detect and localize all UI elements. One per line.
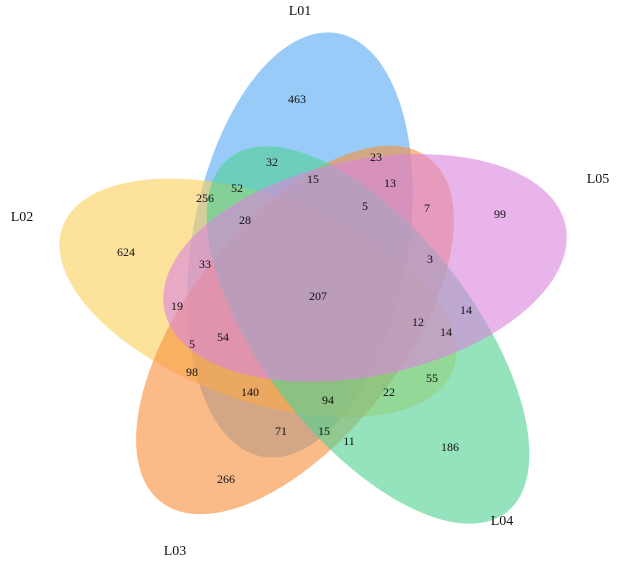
set-label: L02	[11, 210, 34, 225]
region-count: 14	[440, 325, 452, 339]
set-label: L03	[164, 544, 187, 559]
region-count: 207	[309, 289, 327, 303]
region-count: 15	[307, 172, 319, 186]
region-count: 11	[343, 434, 355, 448]
region-count: 7	[424, 201, 430, 215]
region-count: 624	[117, 245, 135, 259]
region-count: 94	[322, 393, 334, 407]
region-count: 13	[384, 176, 396, 190]
region-count: 15	[318, 424, 330, 438]
region-count: 71	[275, 424, 287, 438]
region-count: 140	[241, 385, 259, 399]
region-count: 99	[494, 207, 506, 221]
region-count: 5	[362, 199, 368, 213]
set-label: L01	[289, 4, 312, 19]
region-count: 55	[426, 371, 438, 385]
region-count: 186	[441, 440, 459, 454]
region-count: 23	[370, 150, 382, 164]
region-count: 256	[196, 191, 214, 205]
region-count: 98	[186, 365, 198, 379]
region-count: 52	[231, 181, 243, 195]
region-count: 3	[427, 252, 433, 266]
region-count: 12	[412, 315, 424, 329]
region-count: 5	[189, 337, 195, 351]
region-count: 14	[460, 303, 472, 317]
region-count: 19	[171, 299, 183, 313]
set-ellipse	[163, 154, 567, 382]
region-count: 266	[217, 472, 235, 486]
region-count: 33	[199, 257, 211, 271]
set-label: L04	[491, 514, 514, 529]
region-count: 28	[239, 213, 251, 227]
region-count: 22	[383, 385, 395, 399]
region-count: 32	[266, 155, 278, 169]
region-count: 463	[288, 92, 306, 106]
set-label: L05	[587, 172, 610, 187]
region-count: 54	[217, 330, 229, 344]
